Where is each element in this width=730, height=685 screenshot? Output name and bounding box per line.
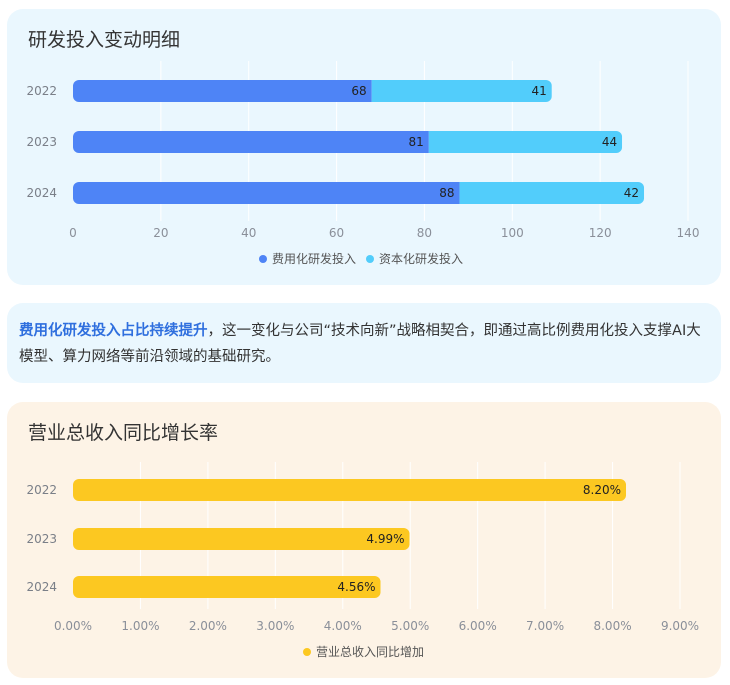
rev-value-label: 8.20%	[583, 483, 621, 497]
rev-bar	[73, 479, 627, 501]
rd-bar	[73, 131, 429, 153]
analysis-note-highlight: 费用化研发投入占比持续提升	[19, 323, 208, 339]
rev-value-label: 4.56%	[337, 580, 375, 594]
rd-value-label: 68	[351, 84, 366, 98]
analysis-note-text: ，这一变化与公司“技术向新”战略相契合，即通过高比例费用化投入支撑AI大模型、算…	[19, 323, 701, 365]
rd-bar	[371, 80, 552, 102]
rd-legend-label: 资本化研发投入	[379, 251, 463, 266]
rev-tick-label: 7.00%	[526, 619, 564, 633]
rd-tick-label: 40	[241, 226, 256, 240]
rev-tick-label: 4.00%	[324, 619, 362, 633]
rd-bar	[73, 182, 460, 204]
revenue-growth-card: 营业总收入同比增长率 2022 8.20% 2023 4.99% 2024 4.56% 0.…	[7, 402, 721, 678]
rd-tick-label: 100	[501, 226, 524, 240]
revenue-chart-title: 营业总收入同比增长率	[28, 422, 219, 444]
rd-value-label: 41	[532, 84, 547, 98]
rd-bar	[73, 80, 372, 102]
rev-tick-label: 0.00%	[54, 619, 92, 633]
rev-legend-marker	[303, 648, 311, 656]
rd-legend-marker	[259, 255, 267, 263]
rd-investment-card: 研发投入变动明细 2022 68 41 2023 81 44 2024 88 42 0 20 40 60…	[7, 9, 721, 285]
rd-bar	[459, 182, 645, 204]
rd-category-label: 2024	[26, 186, 57, 200]
rev-tick-label: 8.00%	[593, 619, 631, 633]
rd-tick-label: 120	[589, 226, 612, 240]
rd-tick-label: 0	[69, 226, 77, 240]
analysis-note: 费用化研发投入占比持续提升，这一变化与公司“技术向新”战略相契合，即通过高比例费…	[19, 318, 715, 370]
revenue-growth-chart: 2022 8.20% 2023 4.99% 2024 4.56% 0.00% 1.00% 2.0…	[26, 462, 699, 659]
rev-category-label: 2023	[26, 532, 57, 546]
rev-tick-label: 5.00%	[391, 619, 429, 633]
rd-tick-label: 140	[677, 226, 700, 240]
rev-tick-label: 9.00%	[661, 619, 699, 633]
rev-tick-label: 3.00%	[256, 619, 294, 633]
rev-bar	[73, 528, 410, 550]
rd-category-label: 2023	[26, 135, 57, 149]
rd-tick-label: 60	[329, 226, 344, 240]
rev-value-label: 4.99%	[366, 532, 404, 546]
analysis-note-card: 费用化研发投入占比持续提升，这一变化与公司“技术向新”战略相契合，即通过高比例费…	[7, 303, 721, 383]
rd-value-label: 88	[439, 186, 454, 200]
rd-tick-label: 20	[153, 226, 168, 240]
rd-value-label: 44	[602, 135, 617, 149]
rev-category-label: 2024	[26, 580, 57, 594]
rev-category-label: 2022	[26, 483, 57, 497]
rev-tick-label: 1.00%	[121, 619, 159, 633]
rd-investment-chart: 2022 68 41 2023 81 44 2024 88 42 0 20 40 60 80 100 120 1…	[26, 61, 700, 266]
rd-legend-label: 费用化研发投入	[272, 251, 356, 266]
rd-legend-marker	[366, 255, 374, 263]
rd-value-label: 81	[409, 135, 424, 149]
rd-chart-title: 研发投入变动明细	[28, 29, 181, 51]
rd-bar	[428, 131, 623, 153]
rd-category-label: 2022	[26, 84, 57, 98]
rd-value-label: 42	[624, 186, 639, 200]
rev-bar	[73, 576, 381, 598]
rd-tick-label: 80	[417, 226, 432, 240]
rev-tick-label: 2.00%	[189, 619, 227, 633]
rev-tick-label: 6.00%	[459, 619, 497, 633]
rev-legend-label: 营业总收入同比增加	[316, 645, 424, 659]
